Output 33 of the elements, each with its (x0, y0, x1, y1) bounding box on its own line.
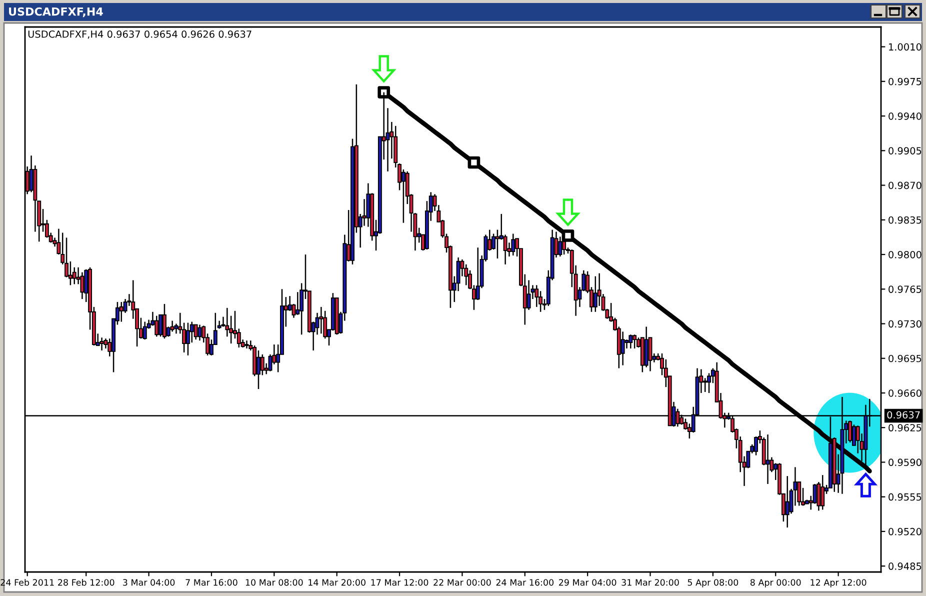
x-tick-label: 22 Mar 00:00 (434, 579, 491, 586)
ref-line-label: 0.9637 (887, 411, 920, 419)
x-tick-label: 12 Apr 12:00 (810, 579, 866, 588)
x-tick-label: 17 Mar 12:00 (371, 579, 428, 586)
chart-subtitle: USDCADFXF,H4 0.9637 0.9654 0.9626 0.9637 (28, 30, 252, 39)
y-tick-label: 0.9520 (888, 528, 922, 536)
y-tick-label: 0.9905 (888, 147, 922, 154)
x-tick-label: 14 Mar 20:00 (308, 579, 366, 586)
y-tick-label: 0.9835 (888, 216, 922, 224)
y-tick-label: 0.9975 (888, 78, 922, 86)
y-tick-label: 0.9730 (888, 320, 922, 328)
y-tick-label: 0.9870 (888, 182, 922, 190)
x-tick-label: 28 Feb 12:00 (58, 578, 114, 586)
y-tick-label: 0.9940 (888, 112, 922, 120)
y-tick-label: 0.9660 (888, 389, 922, 397)
y-tick-label: 0.9555 (888, 493, 922, 501)
x-tick-label: 24 Mar 16:00 (496, 579, 554, 586)
y-tick-label: 0.9695 (888, 354, 922, 362)
x-tick-label: 3 Mar 04:00 (123, 579, 175, 586)
y-tick-label: 0.9765 (888, 286, 922, 293)
x-tick-label: 8 Apr 00:00 (750, 579, 801, 588)
x-tick-label: 10 Mar 08:00 (246, 579, 303, 586)
x-tick-label: 7 Mar 16:00 (186, 579, 238, 586)
y-tick-label: 0.9800 (888, 250, 922, 258)
y-tick-label: 0.9590 (888, 458, 922, 466)
x-tick-label: 24 Feb 2011 (0, 578, 54, 586)
x-tick-label: 29 Mar 04:00 (559, 579, 616, 586)
x-tick-label: 31 Mar 20:00 (622, 579, 679, 586)
y-tick-label: 0.9485 (888, 562, 922, 570)
y-tick-label: 0.9625 (888, 424, 922, 432)
x-tick-label: 5 Apr 08:00 (688, 579, 738, 588)
y-tick-label: 1.0010 (889, 43, 922, 51)
chart-title: USDCADFXF,H4 (9, 7, 103, 18)
